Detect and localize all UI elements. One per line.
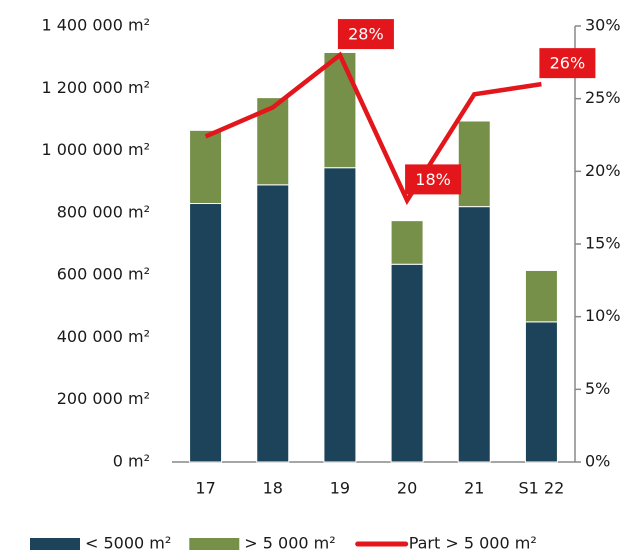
y-tick-label: 400 000 m² bbox=[57, 327, 150, 346]
y-tick-label: 1 200 000 m² bbox=[41, 78, 150, 97]
legend-label: < 5000 m² bbox=[85, 534, 171, 552]
x-tick-label: S1 22 bbox=[519, 479, 565, 498]
legend-swatch bbox=[189, 538, 240, 550]
y2-tick-label: 25% bbox=[585, 88, 621, 107]
data-label-box bbox=[539, 48, 596, 79]
bar-segment bbox=[189, 203, 223, 463]
bar-segment bbox=[189, 129, 223, 205]
bar-segment bbox=[390, 220, 424, 265]
bar-segment bbox=[457, 120, 491, 208]
y-tick-label: 200 000 m² bbox=[57, 389, 150, 408]
data-label: 26% bbox=[550, 54, 586, 73]
y2-tick-label: 15% bbox=[585, 234, 621, 253]
bar-segment bbox=[524, 269, 558, 323]
data-label: 18% bbox=[415, 170, 451, 189]
bar-segment bbox=[256, 184, 290, 463]
y-tick-label: 800 000 m² bbox=[57, 202, 150, 221]
y2-tick-label: 10% bbox=[585, 306, 621, 325]
x-tick-label: 20 bbox=[397, 479, 417, 498]
x-tick-label: 17 bbox=[195, 479, 215, 498]
y2-tick-label: 20% bbox=[585, 161, 621, 180]
y-tick-label: 1 000 000 m² bbox=[41, 140, 150, 159]
data-label-box bbox=[337, 19, 394, 50]
x-tick-label: 19 bbox=[330, 479, 350, 498]
legend-swatch bbox=[30, 538, 80, 550]
x-tick-label: 18 bbox=[263, 479, 283, 498]
bar-segment bbox=[323, 167, 357, 463]
data-label-box bbox=[405, 164, 462, 195]
bar-segment bbox=[524, 321, 558, 463]
data-label: 28% bbox=[348, 25, 384, 44]
bar-segment bbox=[323, 51, 357, 169]
y-tick-label: 600 000 m² bbox=[57, 265, 150, 284]
y-tick-label: 0 m² bbox=[113, 452, 150, 471]
legend-label: Part > 5 000 m² bbox=[409, 534, 537, 552]
bar-segment bbox=[457, 206, 491, 463]
y2-tick-label: 0% bbox=[585, 452, 610, 471]
y2-tick-label: 5% bbox=[585, 379, 610, 398]
bar-segment bbox=[390, 263, 424, 463]
y-tick-label: 1 400 000 m² bbox=[41, 16, 150, 35]
legend-label: > 5 000 m² bbox=[244, 534, 335, 552]
y2-tick-label: 30% bbox=[585, 16, 621, 35]
line-series bbox=[204, 51, 542, 206]
x-tick-label: 21 bbox=[464, 479, 484, 498]
